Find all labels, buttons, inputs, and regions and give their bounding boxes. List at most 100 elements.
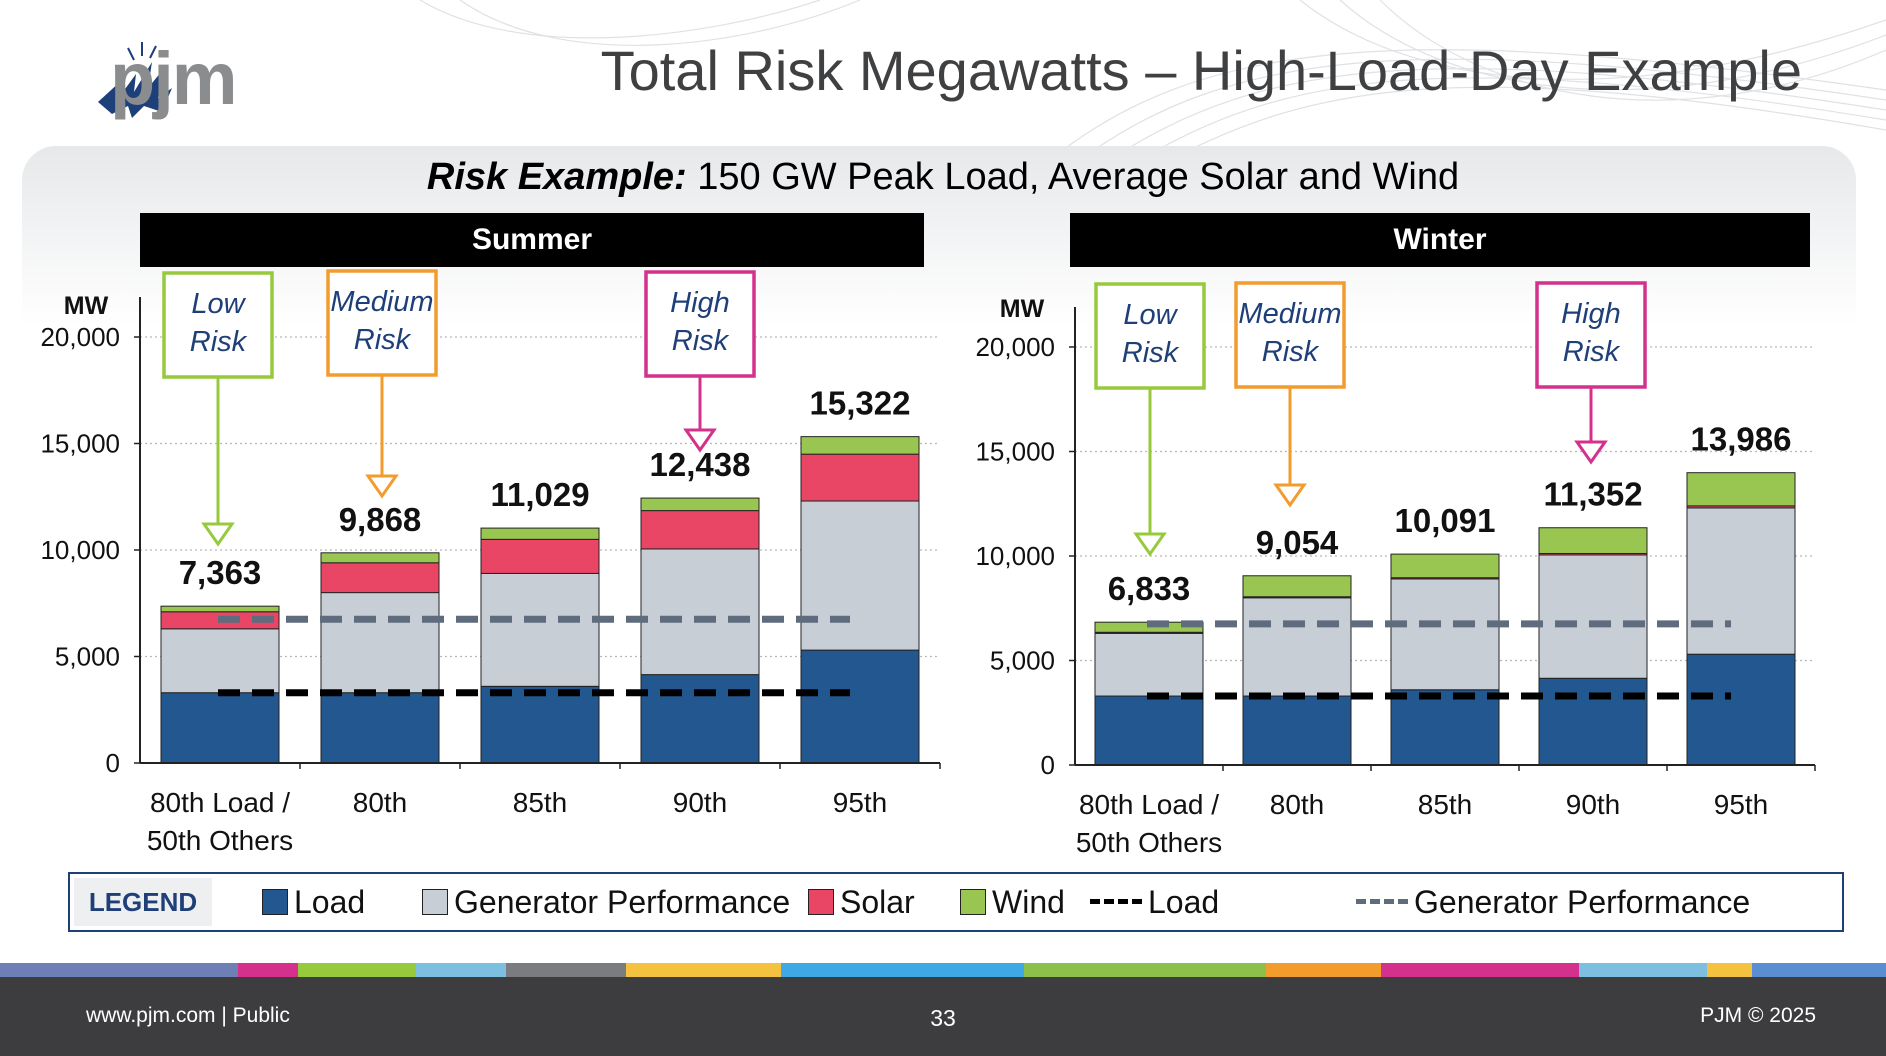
legend-item-wind: Wind <box>960 874 1065 930</box>
summer-bar-wind <box>800 436 920 455</box>
summer-low-risk-arrowhead <box>201 522 235 547</box>
summer-total-label: 11,029 <box>490 476 589 513</box>
winter-header-bar: Winter <box>1070 213 1810 267</box>
legend-label-solar: Solar <box>840 884 915 920</box>
summer-x-tick-label: 50th Others <box>147 825 293 856</box>
winter-bar-generator-performance <box>1242 597 1352 697</box>
winter-x-tick-label: 85th <box>1418 789 1473 820</box>
winter-medium-risk-label: Risk <box>1262 336 1320 368</box>
summer-medium-risk-box <box>326 269 438 377</box>
winter-medium-risk-arrowhead <box>1273 483 1307 508</box>
summer-high-risk-box <box>644 270 756 378</box>
summer-bar-generator-performance <box>800 500 920 651</box>
summer-y-tick-label: 20,000 <box>40 322 120 352</box>
summer-total-label: 15,322 <box>810 385 911 422</box>
summer-bar-solar <box>480 538 600 574</box>
legend-item-generator-performance: Generator Performance <box>422 874 790 930</box>
summer-bar-solar <box>640 510 760 550</box>
winter-bar-wind <box>1390 553 1500 579</box>
summer-bar-load <box>160 692 280 764</box>
summer-bar-wind <box>480 527 600 540</box>
legend-label-generator-performance: Generator Performance <box>454 884 791 920</box>
pjm-logo <box>98 42 172 118</box>
summer-y-tick-label: 0 <box>106 748 120 778</box>
winter-x-tick-label: 90th <box>1566 789 1621 820</box>
summer-high-risk-label: Risk <box>672 325 730 357</box>
summer-bar-generator-performance <box>480 572 600 687</box>
legend-item-load-line: Load <box>1090 874 1219 930</box>
winter-bar-generator-performance <box>1390 578 1500 691</box>
winter-x-tick-label: 95th <box>1714 789 1769 820</box>
summer-y-tick-label: 5,000 <box>55 642 120 672</box>
winter-x-tick-label: 80th <box>1270 789 1325 820</box>
logo-wordmark: pjm <box>110 37 238 120</box>
summer-low-risk-label: Low <box>191 288 246 320</box>
legend-item-load: Load <box>262 874 365 930</box>
winter-medium-risk-label: Medium <box>1238 298 1341 330</box>
winter-total-label: 9,054 <box>1256 524 1339 561</box>
winter-y-tick-label: 10,000 <box>975 541 1055 571</box>
summer-bar-generator-performance <box>160 628 280 694</box>
summer-medium-risk-arrowhead <box>365 474 399 499</box>
winter-bar-load <box>1538 677 1648 766</box>
summer-total-label: 7,363 <box>179 554 262 591</box>
summer-y-tick-label: 15,000 <box>40 429 120 459</box>
footer: www.pjm.com | Public 33 PJM © 2025 <box>0 977 1886 1056</box>
winter-bar-wind <box>1686 472 1796 507</box>
summer-y-axis-label: MW <box>64 292 109 320</box>
winter-bar-load <box>1094 695 1204 766</box>
footer-page-number: 33 <box>930 1005 956 1031</box>
winter-bar-load <box>1390 689 1500 766</box>
summer-bar-load <box>480 685 600 764</box>
legend-item-gen-perf-line: Generator Performance <box>1356 874 1750 930</box>
legend-label-gen-perf-line: Generator Performance <box>1414 884 1751 920</box>
winter-bar-wind <box>1242 575 1352 598</box>
summer-x-tick-label: 80th Load / <box>150 787 290 818</box>
legend-label-wind: Wind <box>992 884 1065 920</box>
summer-high-risk-arrowhead <box>683 428 717 453</box>
subtitle-bold: Risk Example: <box>426 156 687 198</box>
legend-swatch-wind <box>960 888 986 915</box>
page-title: Total Risk Megawatts – High-Load-Day Exa… <box>600 39 1802 102</box>
winter-x-tick-label: 80th Load / <box>1079 789 1219 820</box>
legend-item-solar: Solar <box>808 874 915 930</box>
summer-header-bar: Summer <box>140 213 924 267</box>
summer-bar-load <box>800 649 920 764</box>
legend-label-load: Load <box>294 884 366 920</box>
summer-bar-wind <box>640 497 760 512</box>
winter-bar-generator-performance <box>1686 507 1796 655</box>
legend-swatch-solar <box>808 888 834 915</box>
winter-bar-load <box>1242 695 1352 766</box>
summer-x-tick-label: 85th <box>513 787 568 818</box>
summer-bar-load <box>320 692 440 764</box>
summer-medium-risk-label: Risk <box>354 324 412 356</box>
risk-example-subtitle: Risk Example: 150 GW Peak Load, Average … <box>0 156 1886 199</box>
summer-high-risk-label: High <box>670 287 730 319</box>
winter-high-risk-label: High <box>1561 298 1621 330</box>
summer-bar-generator-performance <box>320 592 440 694</box>
winter-bar-generator-performance <box>1094 632 1204 697</box>
summer-total-label: 9,868 <box>339 501 422 538</box>
winter-bar-generator-performance <box>1538 554 1648 679</box>
footer-copyright: PJM © 2025 <box>1700 1004 1816 1027</box>
winter-bar-wind <box>1538 527 1648 554</box>
footer-website: www.pjm.com | Public <box>86 1004 290 1027</box>
winter-y-tick-label: 20,000 <box>975 332 1055 362</box>
subtitle-rest: 150 GW Peak Load, Average Solar and Wind <box>686 156 1460 198</box>
winter-high-risk-label: Risk <box>1563 336 1621 368</box>
legend-label-load-line: Load <box>1148 884 1220 920</box>
header-wave-decoration <box>419 0 1886 160</box>
winter-low-risk-label: Risk <box>1122 337 1180 369</box>
winter-low-risk-box <box>1094 282 1206 390</box>
legend-swatch-load <box>262 888 288 915</box>
winter-y-tick-label: 5,000 <box>990 646 1055 676</box>
winter-y-tick-label: 0 <box>1041 750 1055 780</box>
summer-bar-wind <box>160 605 280 613</box>
footer-color-stripe <box>0 963 1886 977</box>
summer-x-tick-label: 90th <box>673 787 728 818</box>
winter-high-risk-box <box>1535 281 1647 389</box>
summer-bar-wind <box>320 552 440 564</box>
winter-high-risk-arrowhead <box>1574 440 1608 465</box>
winter-y-axis-label: MW <box>1000 295 1045 323</box>
